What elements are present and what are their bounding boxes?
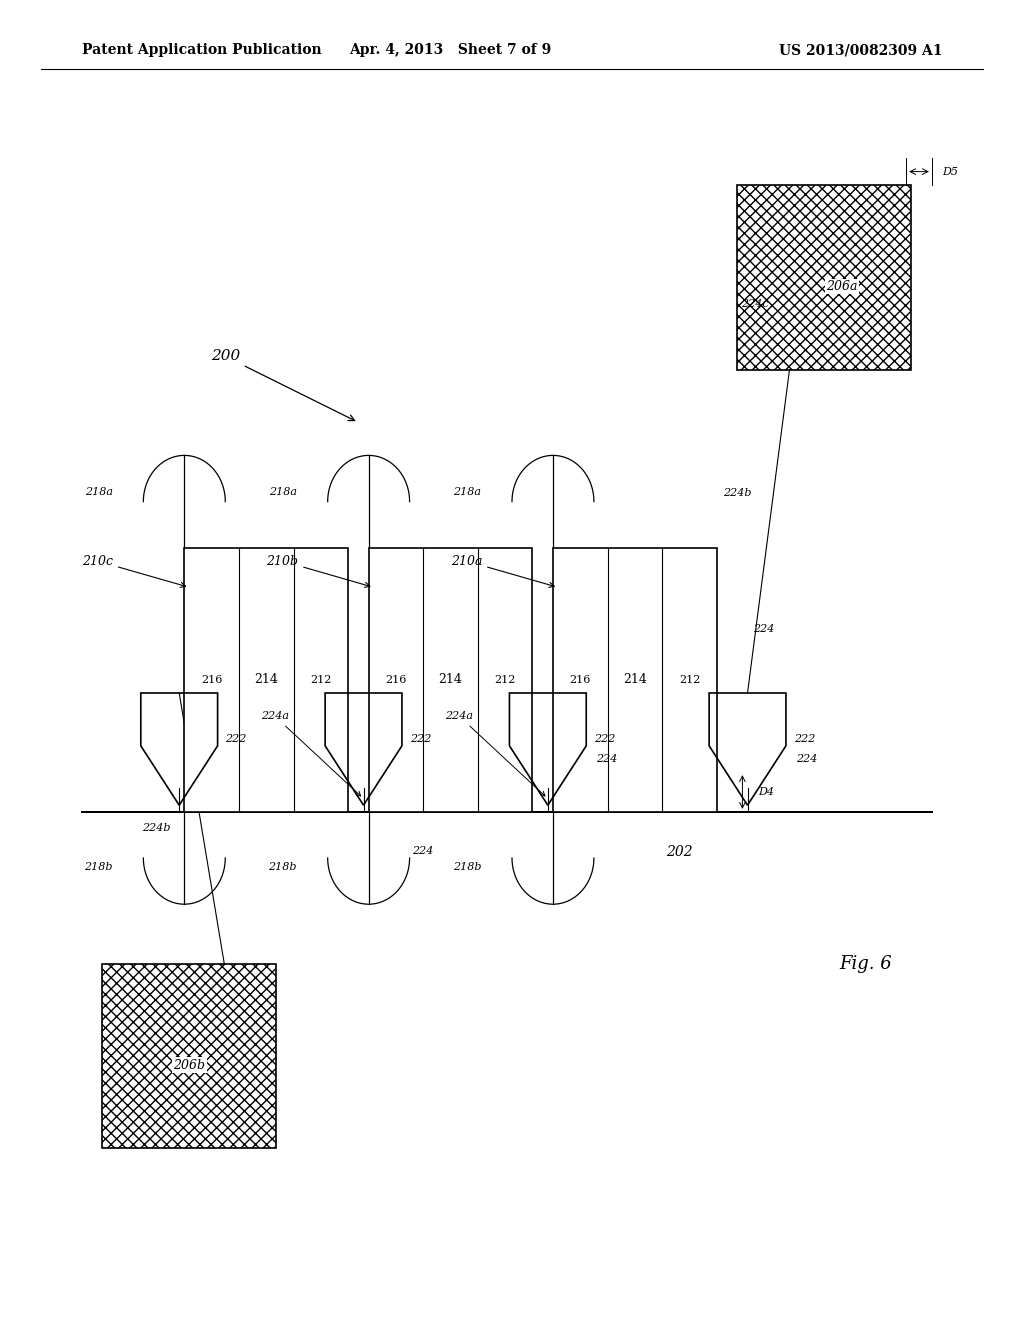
Bar (737, 185, 911, 370)
Text: 214: 214 (254, 673, 279, 686)
Text: Fig. 6: Fig. 6 (840, 954, 893, 973)
Bar (369, 548, 532, 812)
Text: 224: 224 (412, 846, 433, 857)
Text: 224b: 224b (724, 488, 752, 499)
Text: 212: 212 (495, 675, 516, 685)
Text: 210a: 210a (451, 554, 554, 587)
Text: 224a: 224a (445, 711, 545, 796)
Text: 218b: 218b (453, 862, 481, 873)
Text: 218a: 218a (454, 487, 481, 498)
Text: D4: D4 (758, 787, 774, 797)
Text: 218b: 218b (84, 862, 113, 873)
Text: 214: 214 (438, 673, 463, 686)
Text: 206b: 206b (173, 1059, 206, 1072)
Text: 224: 224 (596, 754, 617, 764)
Bar (737, 185, 911, 370)
Text: 216: 216 (569, 675, 591, 685)
Text: 222: 222 (225, 734, 247, 744)
Text: 224: 224 (753, 623, 774, 634)
Text: 224c: 224c (741, 298, 769, 309)
Bar (102, 964, 276, 1148)
Text: 218b: 218b (268, 862, 297, 873)
Text: Apr. 4, 2013   Sheet 7 of 9: Apr. 4, 2013 Sheet 7 of 9 (349, 44, 552, 57)
Text: 222: 222 (594, 734, 615, 744)
Text: 212: 212 (679, 675, 700, 685)
Text: D5: D5 (942, 166, 958, 177)
Text: US 2013/0082309 A1: US 2013/0082309 A1 (778, 44, 942, 57)
Text: 224: 224 (797, 754, 817, 764)
Text: 212: 212 (310, 675, 332, 685)
Bar (102, 964, 276, 1148)
Text: 216: 216 (385, 675, 407, 685)
Text: 224b: 224b (142, 824, 171, 833)
Text: 210c: 210c (82, 554, 185, 587)
Text: 222: 222 (410, 734, 431, 744)
Text: 202: 202 (666, 845, 692, 859)
Text: 210b: 210b (266, 554, 370, 587)
Text: 200: 200 (211, 350, 354, 421)
Text: 216: 216 (201, 675, 222, 685)
Text: Patent Application Publication: Patent Application Publication (82, 44, 322, 57)
Text: 206a: 206a (826, 280, 857, 293)
Text: 218a: 218a (269, 487, 297, 498)
Text: 214: 214 (623, 673, 647, 686)
Text: 218a: 218a (85, 487, 113, 498)
Text: 224a: 224a (261, 711, 360, 796)
Bar (553, 548, 717, 812)
Bar (184, 548, 348, 812)
Text: 222: 222 (794, 734, 815, 744)
